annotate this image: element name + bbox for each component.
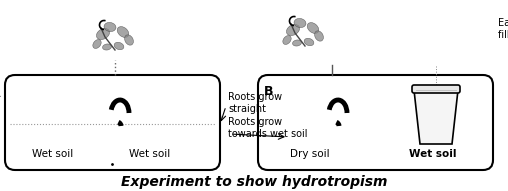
Ellipse shape [304, 38, 314, 46]
Ellipse shape [93, 40, 101, 49]
Ellipse shape [97, 28, 110, 40]
FancyBboxPatch shape [5, 75, 220, 170]
Text: Wet soil: Wet soil [409, 149, 457, 159]
Ellipse shape [124, 35, 134, 45]
Text: A: A [0, 87, 1, 100]
Ellipse shape [293, 40, 301, 46]
Ellipse shape [314, 31, 324, 41]
Text: Earthen pot
filled with water: Earthen pot filled with water [498, 18, 508, 40]
Ellipse shape [294, 19, 306, 28]
Ellipse shape [117, 27, 129, 37]
Ellipse shape [103, 44, 111, 50]
Ellipse shape [114, 42, 124, 50]
Text: Roots grow
straight: Roots grow straight [228, 92, 282, 114]
Text: Wet soil: Wet soil [33, 149, 74, 159]
Text: Wet soil: Wet soil [130, 149, 171, 159]
FancyBboxPatch shape [412, 85, 460, 93]
Ellipse shape [104, 23, 116, 32]
Text: B: B [264, 85, 273, 98]
Ellipse shape [283, 36, 291, 45]
Text: Experiment to show hydrotropism: Experiment to show hydrotropism [121, 175, 387, 189]
Text: Dry soil: Dry soil [290, 149, 330, 159]
Ellipse shape [287, 24, 300, 36]
FancyBboxPatch shape [258, 75, 493, 170]
Polygon shape [414, 90, 458, 144]
Text: Roots grow
towards wet soil: Roots grow towards wet soil [228, 117, 307, 139]
Ellipse shape [307, 23, 319, 33]
